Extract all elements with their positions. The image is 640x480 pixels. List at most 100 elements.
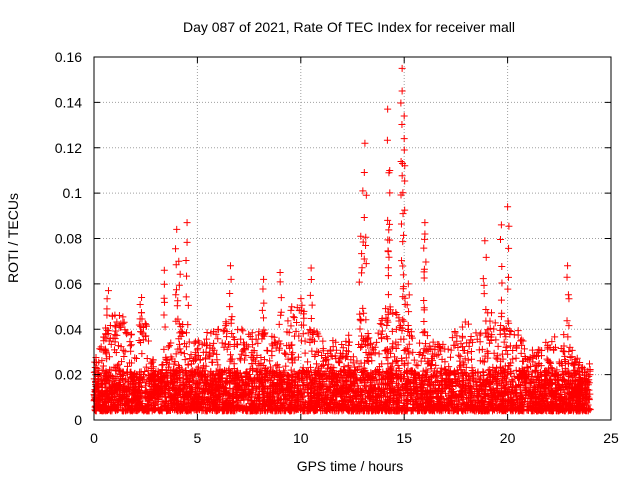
chart-title: Day 087 of 2021, Rate Of TEC Index for r… (183, 19, 515, 35)
data-point (264, 347, 272, 355)
data-point (288, 303, 296, 311)
data-point (436, 368, 444, 376)
data-point (475, 346, 483, 354)
data-point (512, 343, 520, 351)
data-point (142, 387, 150, 395)
data-point (327, 403, 335, 411)
data-point (244, 396, 252, 404)
data-point (375, 350, 383, 358)
data-point (138, 350, 146, 358)
data-point (367, 369, 375, 377)
data-points (90, 64, 594, 415)
data-point (119, 313, 127, 321)
data-point (287, 366, 295, 374)
data-point (131, 354, 139, 362)
data-point (301, 349, 309, 357)
data-point (316, 397, 324, 405)
data-point (475, 393, 483, 401)
data-point (368, 396, 376, 404)
data-point (586, 360, 593, 368)
data-point (121, 406, 129, 414)
data-point (138, 389, 146, 397)
data-point (182, 329, 190, 337)
data-point (214, 335, 222, 343)
data-point (383, 321, 391, 329)
data-point (468, 355, 476, 363)
data-point (484, 309, 492, 317)
data-point (488, 399, 496, 407)
data-point (493, 407, 501, 415)
data-point (512, 354, 520, 362)
data-point (218, 339, 226, 347)
data-point (517, 349, 525, 357)
data-point (346, 393, 354, 401)
data-point (254, 339, 262, 347)
data-point (507, 380, 515, 388)
data-point (486, 400, 494, 408)
data-point (532, 366, 540, 374)
data-point (345, 331, 353, 339)
data-point (498, 402, 506, 410)
data-point (388, 344, 396, 352)
data-point (447, 353, 455, 361)
data-point (297, 295, 305, 303)
data-point (394, 396, 402, 404)
data-point (329, 396, 337, 404)
data-point (438, 378, 446, 386)
data-point (514, 327, 522, 335)
data-point (494, 342, 502, 350)
data-point (374, 380, 382, 388)
data-point (399, 401, 407, 409)
data-point (143, 354, 151, 362)
data-point (414, 403, 422, 411)
data-point (289, 313, 297, 321)
data-point (234, 326, 242, 334)
data-point (359, 304, 367, 312)
data-point (478, 345, 486, 353)
data-point (132, 355, 140, 363)
data-point (477, 329, 485, 337)
data-point (417, 395, 425, 403)
data-point (284, 317, 292, 325)
data-point (300, 314, 308, 322)
data-point (358, 371, 366, 379)
data-point (281, 349, 289, 357)
data-point (378, 334, 386, 342)
data-point (180, 350, 188, 358)
data-point (221, 340, 229, 348)
data-point (127, 341, 135, 349)
data-point (416, 339, 424, 347)
data-point (237, 396, 245, 404)
data-point (569, 384, 577, 392)
data-point (527, 379, 535, 387)
data-point (177, 348, 185, 356)
data-point (287, 306, 295, 314)
data-point (565, 348, 573, 356)
data-point (244, 382, 252, 390)
data-point (410, 356, 418, 364)
data-point (520, 370, 528, 378)
data-point (504, 350, 512, 358)
data-point (181, 356, 189, 364)
data-point (409, 348, 417, 356)
data-point (561, 352, 569, 360)
data-point (121, 348, 129, 356)
data-point (180, 340, 188, 348)
data-point (510, 331, 518, 339)
data-point (461, 369, 469, 377)
data-point (226, 351, 234, 359)
data-point (357, 317, 365, 325)
data-point (373, 338, 381, 346)
data-point (340, 363, 348, 371)
data-point (352, 366, 360, 374)
data-point (128, 330, 136, 338)
data-point (336, 359, 344, 367)
data-point (414, 362, 422, 370)
data-point (344, 406, 352, 414)
data-point (480, 358, 488, 366)
data-point (492, 336, 500, 344)
data-point (400, 369, 408, 377)
data-point (405, 340, 413, 348)
data-point (464, 402, 472, 410)
